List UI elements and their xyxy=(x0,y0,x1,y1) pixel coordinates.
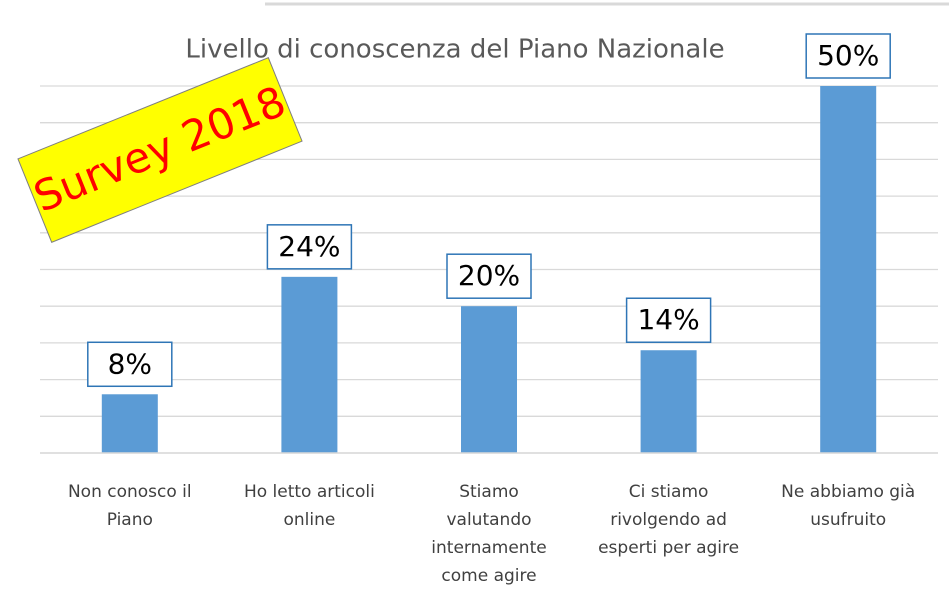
bar xyxy=(101,394,158,453)
bar xyxy=(640,350,697,453)
x-tick-label: come agire xyxy=(441,566,536,586)
x-tick-label: Ci stiamo xyxy=(629,482,709,502)
x-tick-label: Piano xyxy=(107,510,153,530)
x-tick-label: rivolgendo ad xyxy=(610,510,727,530)
x-tick-label: valutando xyxy=(446,510,531,530)
value-label-box xyxy=(805,33,891,79)
plot: 8% Non conosco il Piano 24% Ho letto articol… xyxy=(40,33,938,586)
value-label: 24% xyxy=(278,230,340,263)
x-tick-label: Stiamo xyxy=(459,482,519,502)
bar xyxy=(461,306,517,453)
value-label-box xyxy=(446,253,532,299)
x-tick-label: Ne abbiamo già xyxy=(781,482,915,502)
x-tick-label: Non conosco il xyxy=(68,482,192,502)
badge-background xyxy=(17,57,303,243)
value-label: 50% xyxy=(817,39,879,72)
bar xyxy=(281,276,338,453)
value-label: 14% xyxy=(637,303,699,336)
value-label-box xyxy=(87,341,173,388)
value-label-box xyxy=(625,297,712,343)
x-tick-label: esperti per agire xyxy=(598,538,739,558)
value-label: 20% xyxy=(458,259,520,292)
value-label-box xyxy=(266,224,353,270)
bar xyxy=(820,86,877,453)
x-tick-label: internamente xyxy=(431,538,546,558)
x-tick-label: online xyxy=(283,510,335,530)
x-tick-label: usufruito xyxy=(810,510,886,530)
x-tick-label: Ho letto articoli xyxy=(244,482,375,502)
value-label: 8% xyxy=(108,347,152,380)
chart-title: Livello di conoscenza del Piano Nazional… xyxy=(185,35,724,65)
